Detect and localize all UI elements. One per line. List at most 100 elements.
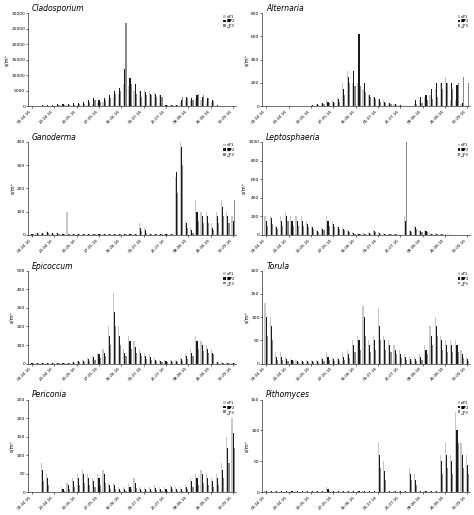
Bar: [176, 489, 177, 492]
Bar: [303, 226, 304, 235]
Bar: [151, 360, 152, 364]
Bar: [334, 361, 335, 364]
Bar: [297, 221, 298, 235]
Bar: [360, 234, 361, 235]
Bar: [130, 349, 132, 364]
Bar: [208, 352, 209, 364]
Bar: [385, 234, 386, 235]
Bar: [370, 352, 371, 364]
Bar: [456, 85, 457, 106]
Bar: [165, 361, 167, 364]
Bar: [420, 491, 421, 492]
Bar: [154, 92, 155, 106]
Bar: [207, 98, 208, 106]
Bar: [97, 352, 99, 364]
Bar: [124, 69, 126, 106]
Bar: [290, 216, 292, 235]
Bar: [421, 232, 422, 235]
Bar: [83, 474, 84, 492]
Bar: [272, 224, 273, 235]
Bar: [339, 361, 340, 364]
Bar: [334, 103, 335, 106]
Bar: [155, 234, 156, 235]
Bar: [119, 489, 120, 492]
Bar: [128, 336, 129, 364]
Bar: [208, 224, 209, 235]
Bar: [409, 357, 410, 364]
Bar: [108, 483, 109, 492]
Bar: [108, 327, 109, 364]
Bar: [66, 105, 68, 106]
Bar: [141, 231, 142, 235]
Bar: [404, 216, 405, 235]
Bar: [421, 360, 422, 364]
Bar: [105, 483, 106, 492]
Bar: [115, 94, 116, 106]
Bar: [99, 234, 100, 235]
Bar: [88, 359, 89, 364]
Bar: [409, 468, 410, 492]
Bar: [141, 491, 142, 492]
Bar: [196, 341, 198, 364]
Bar: [462, 102, 463, 106]
Bar: [100, 485, 101, 492]
Bar: [63, 104, 64, 106]
Bar: [94, 487, 96, 492]
Bar: [218, 224, 219, 235]
Bar: [69, 489, 70, 492]
Bar: [322, 103, 323, 106]
Bar: [211, 224, 212, 235]
Bar: [414, 104, 415, 106]
Bar: [432, 99, 433, 106]
Bar: [191, 230, 192, 235]
Bar: [114, 91, 115, 106]
Bar: [384, 101, 385, 106]
Bar: [467, 359, 468, 364]
Bar: [410, 359, 411, 364]
Bar: [31, 234, 33, 235]
Bar: [109, 336, 110, 364]
Bar: [94, 360, 96, 364]
Bar: [114, 234, 115, 235]
Bar: [379, 233, 380, 235]
Bar: [437, 234, 438, 235]
Bar: [265, 491, 267, 492]
Bar: [457, 352, 459, 364]
Bar: [196, 477, 198, 492]
Bar: [322, 359, 323, 364]
Bar: [415, 359, 416, 364]
Bar: [311, 105, 312, 106]
Bar: [446, 455, 447, 492]
Bar: [124, 489, 126, 492]
Bar: [144, 487, 145, 492]
Bar: [282, 360, 283, 364]
Bar: [349, 232, 350, 235]
Bar: [373, 491, 374, 492]
Bar: [170, 485, 171, 492]
Bar: [172, 362, 173, 364]
Bar: [358, 491, 360, 492]
Bar: [275, 226, 276, 235]
Bar: [150, 489, 151, 492]
Bar: [109, 95, 110, 106]
Bar: [384, 340, 385, 364]
Bar: [353, 233, 355, 235]
Bar: [228, 363, 229, 364]
Bar: [102, 101, 104, 106]
Bar: [427, 354, 428, 364]
Bar: [380, 340, 381, 364]
Bar: [360, 86, 361, 106]
Bar: [406, 360, 407, 364]
Bar: [311, 360, 312, 364]
Bar: [222, 363, 223, 364]
Bar: [275, 491, 276, 492]
Bar: [380, 101, 381, 106]
Text: Alternaria: Alternaria: [266, 4, 304, 13]
Bar: [276, 491, 277, 492]
Y-axis label: s/m³: s/m³: [4, 54, 9, 65]
Bar: [46, 474, 47, 492]
Bar: [445, 340, 446, 364]
Bar: [286, 491, 287, 492]
Bar: [333, 224, 334, 235]
Bar: [171, 361, 172, 364]
